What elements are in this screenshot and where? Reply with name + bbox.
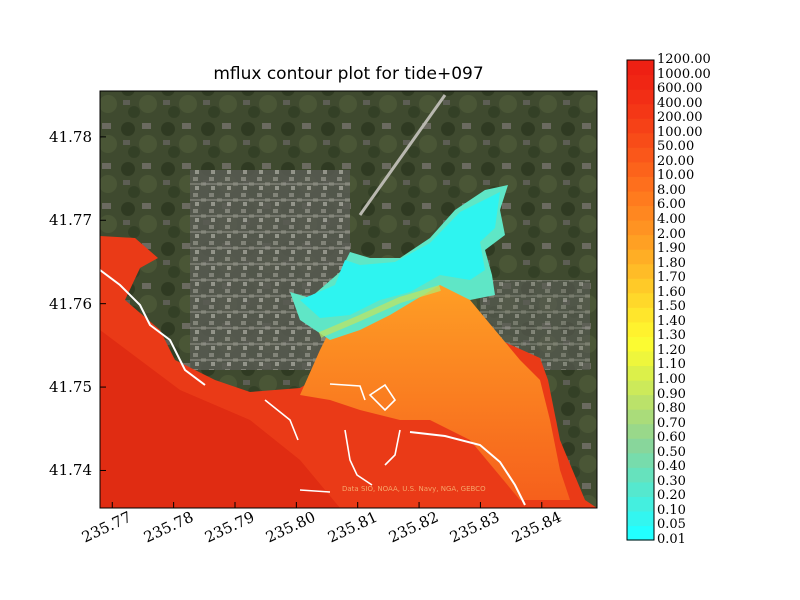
colorbar-segment — [627, 147, 654, 163]
colorbar-tick-label: 0.05 — [657, 517, 686, 533]
colorbar-segment — [627, 321, 654, 337]
colorbar-tick-label: 1200.00 — [657, 52, 711, 67]
colorbar-tick-label: 1.40 — [657, 313, 686, 329]
colorbar-tick-label: 1.30 — [657, 328, 686, 344]
colorbar-segment — [627, 394, 654, 410]
colorbar-tick-label: 0.40 — [657, 459, 686, 475]
colorbar-segment — [627, 278, 654, 294]
colorbar-segment — [627, 89, 654, 105]
colorbar-segment — [627, 365, 654, 381]
colorbar-tick-label: 0.50 — [657, 444, 686, 460]
colorbar-segment — [627, 481, 654, 497]
colorbar-tick-label: 0.80 — [657, 401, 686, 417]
y-tick-marks — [100, 136, 106, 471]
colorbar-tick-label: 400.00 — [657, 95, 703, 111]
colorbar-tick-label: 0.70 — [657, 415, 686, 431]
ocean-deep-region — [100, 330, 340, 508]
colorbar-tick-label: 20.00 — [657, 153, 695, 169]
colorbar-tick-label: 6.00 — [657, 197, 686, 213]
colorbar-segment — [627, 74, 654, 90]
colorbar-segment — [627, 249, 654, 265]
colorbar-segment — [627, 161, 654, 177]
colorbar-segment — [627, 220, 654, 236]
colorbar-frame — [626, 59, 655, 541]
colorbar-segment — [627, 525, 654, 541]
colorbar-tick-label: 0.60 — [657, 430, 686, 446]
colorbar-segment — [627, 423, 654, 439]
colorbar-tick-label: 0.20 — [657, 488, 686, 504]
colorbar — [627, 60, 654, 541]
channel-green-band — [318, 285, 441, 338]
y-tick-label: 41.76 — [49, 294, 92, 313]
y-tick-label: 41.78 — [49, 127, 92, 146]
colorbar-segment — [627, 350, 654, 367]
map-layer — [100, 91, 597, 508]
map-credit: Data SIO, NOAA, U.S. Navy, NGA, GEBCO — [342, 485, 486, 493]
colorbar-segment — [627, 307, 654, 323]
colorbar-tick-label: 1.60 — [657, 284, 686, 300]
colorbar-tick-label: 50.00 — [657, 139, 695, 155]
colorbar-tick-label: 8.00 — [657, 182, 686, 198]
colorbar-tick-label: 0.30 — [657, 473, 686, 489]
colorbar-segment — [627, 263, 654, 279]
channel-cyan-region — [300, 192, 500, 318]
colorbar-segment — [627, 510, 654, 527]
y-tick-label: 41.74 — [49, 461, 92, 480]
colorbar-tick-label: 0.10 — [657, 502, 686, 518]
colorbar-segment — [627, 103, 654, 119]
x-tick-marks — [111, 502, 543, 508]
colorbar-segment — [627, 190, 654, 207]
colorbar-tick-label: 1.50 — [657, 299, 686, 315]
colorbar-tick-label: 4.00 — [657, 212, 686, 227]
y-tick-label: 41.75 — [49, 378, 92, 397]
colorbar-segment — [627, 132, 654, 148]
breakwater-line — [409, 431, 526, 506]
colorbar-segment — [627, 176, 654, 192]
colorbar-tick-label: 0.90 — [657, 386, 686, 402]
colorbar-segment — [627, 438, 654, 454]
colorbar-segment — [627, 292, 654, 308]
colorbar-segment — [627, 234, 654, 250]
colorbar-segment — [627, 409, 654, 425]
colorbar-tick-label: 100.00 — [657, 124, 703, 140]
colorbar-segment — [627, 118, 654, 134]
spit-line — [299, 429, 373, 493]
colorbar-tick-label: 1000.00 — [657, 66, 711, 82]
colorbar-segment — [627, 496, 654, 512]
colorbar-tick-label: 1.90 — [657, 241, 686, 257]
colorbar-tick-label: 1.80 — [657, 255, 686, 271]
colorbar-tick-label: 1.00 — [657, 372, 686, 387]
jetty-line — [264, 383, 401, 466]
colorbar-tick-label: 2.00 — [657, 226, 686, 242]
chart-title: mflux contour plot for tide+097 — [213, 64, 484, 84]
colorbar-segment — [627, 452, 654, 468]
colorbar-segment — [627, 336, 654, 352]
colorbar-tick-label: 200.00 — [657, 110, 703, 126]
coastline — [100, 269, 206, 386]
plot-frame — [99, 90, 598, 509]
colorbar-tick-label: 1.70 — [657, 270, 686, 286]
colorbar-tick-label: 600.00 — [657, 81, 703, 97]
highway-line — [358, 94, 447, 216]
colorbar-tick-label: 0.01 — [657, 532, 686, 547]
colorbar-tick-label: 10.00 — [657, 168, 695, 184]
y-tick-label: 41.77 — [49, 211, 92, 230]
colorbar-segment — [627, 467, 654, 483]
colorbar-segment — [627, 60, 654, 76]
colorbar-tick-label: 1.20 — [657, 342, 686, 358]
colorbar-tick-label: 1.10 — [657, 357, 686, 373]
colorbar-segment — [627, 205, 654, 221]
colorbar-segment — [627, 380, 654, 396]
